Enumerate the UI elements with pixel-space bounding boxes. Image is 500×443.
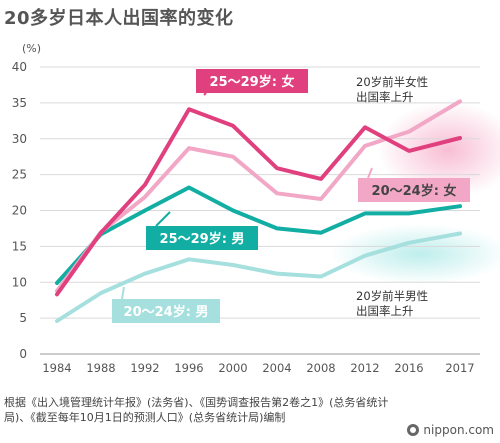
x-tick-label: 2000 [218, 361, 247, 375]
legend-label-m2024: 20～24岁: 男 [112, 286, 220, 323]
annotation-female-rise: 20岁前半女性出国率上升 [356, 75, 428, 104]
series-name: 25～29岁: 女 [210, 74, 295, 90]
label-pointer [155, 211, 171, 227]
label-pointer [121, 286, 125, 300]
label-pointer [203, 92, 207, 96]
x-tick-label: 1992 [130, 361, 159, 375]
x-tick-label: 1984 [42, 361, 71, 375]
series-line-f2529 [55, 107, 462, 297]
series-name: 20～24岁: 男 [124, 304, 209, 320]
x-tick-label: 2012 [350, 361, 379, 375]
y-tick-label: 5 [19, 311, 27, 325]
x-tick-label: 1988 [86, 361, 115, 375]
label-pointer [367, 167, 373, 179]
y-tick-label: 10 [12, 275, 27, 289]
x-tick-label: 2017 [445, 361, 474, 375]
legend-label-f2529: 25～29岁: 女 [196, 69, 308, 96]
highlight-glow-male [330, 224, 500, 284]
label-box [112, 299, 220, 323]
annotation-male-rise: 20岁前半男性出国率上升 [356, 289, 428, 318]
source-note: 根据《出入境管理统计年报》(法务省)、《国势调查报告第2卷之1》(总务省统计局)… [4, 396, 389, 424]
series-line-m2529 [55, 185, 462, 285]
x-tick-label: 1996 [174, 361, 203, 375]
y-tick-label: 20 [12, 204, 27, 218]
series-name: 20～24岁: 女 [372, 183, 457, 199]
brand-name: nippon.com [423, 423, 494, 437]
legend-label-m2529: 25～29岁: 男 [146, 211, 258, 250]
nippon-logo-icon [407, 424, 420, 436]
x-tick-label: 2008 [306, 361, 335, 375]
x-tick-label: 2004 [262, 361, 291, 375]
y-tick-label: 30 [12, 132, 27, 146]
chart-title: 20多岁日本人出国率的变化 [4, 8, 234, 29]
line-chart: (%) 0 5 10 15 20 25 30 35 40 1984 1988 1992 1996 2000 2… [12, 42, 500, 375]
y-tick-label: 35 [12, 96, 27, 110]
highlight-glow-female [378, 102, 500, 198]
y-tick-label: 15 [12, 239, 27, 253]
y-tick-label: 25 [12, 168, 27, 182]
label-box [358, 178, 470, 202]
y-tick-label: 40 [12, 60, 27, 74]
series-name: 25～29岁: 男 [160, 231, 245, 247]
x-tick-label: 2016 [394, 361, 423, 375]
series-line-m2024 [55, 231, 462, 323]
y-axis-unit: (%) [22, 42, 41, 55]
legend-label-f2024: 20～24岁: 女 [358, 167, 470, 202]
label-box [196, 69, 308, 93]
y-tick-label: 0 [19, 347, 27, 361]
brand-logo: nippon.com [407, 423, 494, 437]
label-box [146, 226, 258, 250]
